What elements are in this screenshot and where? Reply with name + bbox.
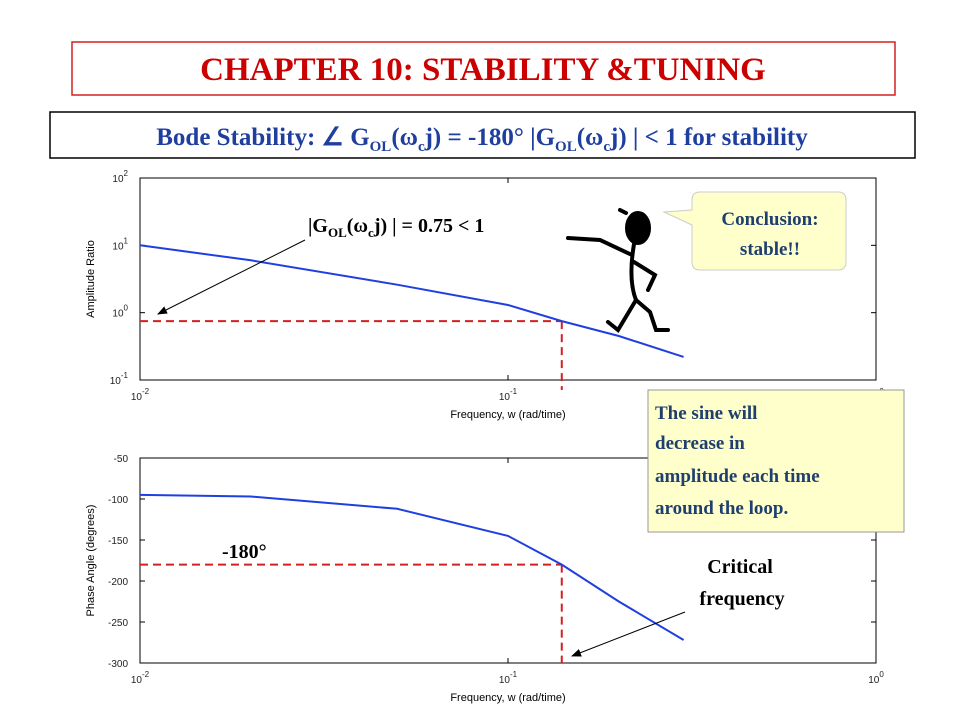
arrow xyxy=(571,611,686,657)
y-tick-label: -150 xyxy=(108,536,128,547)
x-tick-label: 10-1 xyxy=(499,387,518,403)
tick-exponent: -1 xyxy=(510,387,518,396)
tick-base: 10 xyxy=(110,376,122,387)
subtitle-sub: c xyxy=(603,139,610,155)
phase-annotation: -180° xyxy=(222,541,267,563)
tick-exponent: 1 xyxy=(124,236,129,245)
tick-base: 10 xyxy=(499,392,511,403)
subtitle-part: (ω xyxy=(391,124,418,151)
annotation-sub: OL xyxy=(328,225,347,240)
y-tick-label: -50 xyxy=(114,454,129,465)
y-tick-label: 102 xyxy=(112,169,128,185)
conclusion-callout xyxy=(662,191,847,271)
critical-label: frequency xyxy=(699,588,784,610)
subtitle-sub: OL xyxy=(555,139,577,155)
subtitle-sub: OL xyxy=(370,139,392,155)
tick-exponent: 0 xyxy=(879,670,884,679)
callout-text: decrease in xyxy=(655,433,745,454)
slide-title: CHAPTER 10: STABILITY &TUNING xyxy=(200,52,766,88)
x-tick-label: 10-2 xyxy=(131,670,150,686)
subtitle: Bode Stability: ∠ GOL(ωcj) = -180° |GOL(… xyxy=(156,124,808,155)
tick-base: 10 xyxy=(499,675,511,686)
x-axis-label: Frequency, w (rad/time) xyxy=(450,692,565,704)
y-tick-label: -300 xyxy=(108,659,128,670)
x-axis-label: Frequency, w (rad/time) xyxy=(450,409,565,421)
tick-base: 10 xyxy=(112,174,124,185)
callout-text: The sine will xyxy=(655,403,757,424)
annotation-sub: c xyxy=(368,225,374,240)
x-tick-label: 10-2 xyxy=(131,387,150,403)
y-tick-label: -200 xyxy=(108,577,128,588)
tick-base: 10 xyxy=(131,675,143,686)
tick-exponent: -2 xyxy=(142,387,150,396)
annotation-part: (ω xyxy=(347,215,368,237)
x-tick-label: 10-1 xyxy=(499,670,518,686)
y-axis-label: Amplitude Ratio xyxy=(85,240,97,318)
tick-base: 10 xyxy=(131,392,143,403)
title-box xyxy=(71,41,896,96)
subtitle-part: Bode Stability: ∠ G xyxy=(156,124,369,151)
callout-text: amplitude each time xyxy=(655,466,820,487)
annotation-part: |G xyxy=(308,215,328,237)
y-axis-label: Phase Angle (degrees) xyxy=(85,505,97,617)
callout-text: stable!! xyxy=(740,239,800,260)
subtitle-part: (ω xyxy=(577,124,604,151)
y-tick-label: 10-1 xyxy=(110,371,129,387)
amplitude-annotation: |GOL(ωcj) | = 0.75 < 1 xyxy=(308,215,484,240)
y-tick-label: 101 xyxy=(112,236,128,252)
tick-exponent: -1 xyxy=(510,670,518,679)
tick-base: 10 xyxy=(112,309,124,320)
x-tick-label: 100 xyxy=(868,670,884,686)
y-tick-label: -100 xyxy=(108,495,128,506)
y-tick-label: 100 xyxy=(112,304,128,320)
sine-callout xyxy=(647,389,905,533)
subtitle-part: j) = -180° |G xyxy=(424,124,555,151)
tick-exponent: -2 xyxy=(142,670,150,679)
callout-text: Conclusion: xyxy=(721,209,818,230)
subtitle-box xyxy=(49,111,916,159)
tick-exponent: 2 xyxy=(124,169,129,178)
callout-text: around the loop. xyxy=(655,498,788,519)
tick-base: 10 xyxy=(868,675,880,686)
y-tick-label: -250 xyxy=(108,618,128,629)
tick-base: 10 xyxy=(112,241,124,252)
stick-figure xyxy=(566,208,670,333)
arrow xyxy=(157,239,306,315)
subtitle-sub: c xyxy=(418,139,425,155)
series-line xyxy=(139,244,684,358)
tick-exponent: 0 xyxy=(124,304,129,313)
annotation-part: j) | = 0.75 < 1 xyxy=(373,215,485,237)
series-line xyxy=(139,493,685,641)
critical-label: Critical xyxy=(707,556,773,578)
subtitle-part: j) | < 1 for stability xyxy=(609,124,808,151)
tick-exponent: -1 xyxy=(121,371,129,380)
